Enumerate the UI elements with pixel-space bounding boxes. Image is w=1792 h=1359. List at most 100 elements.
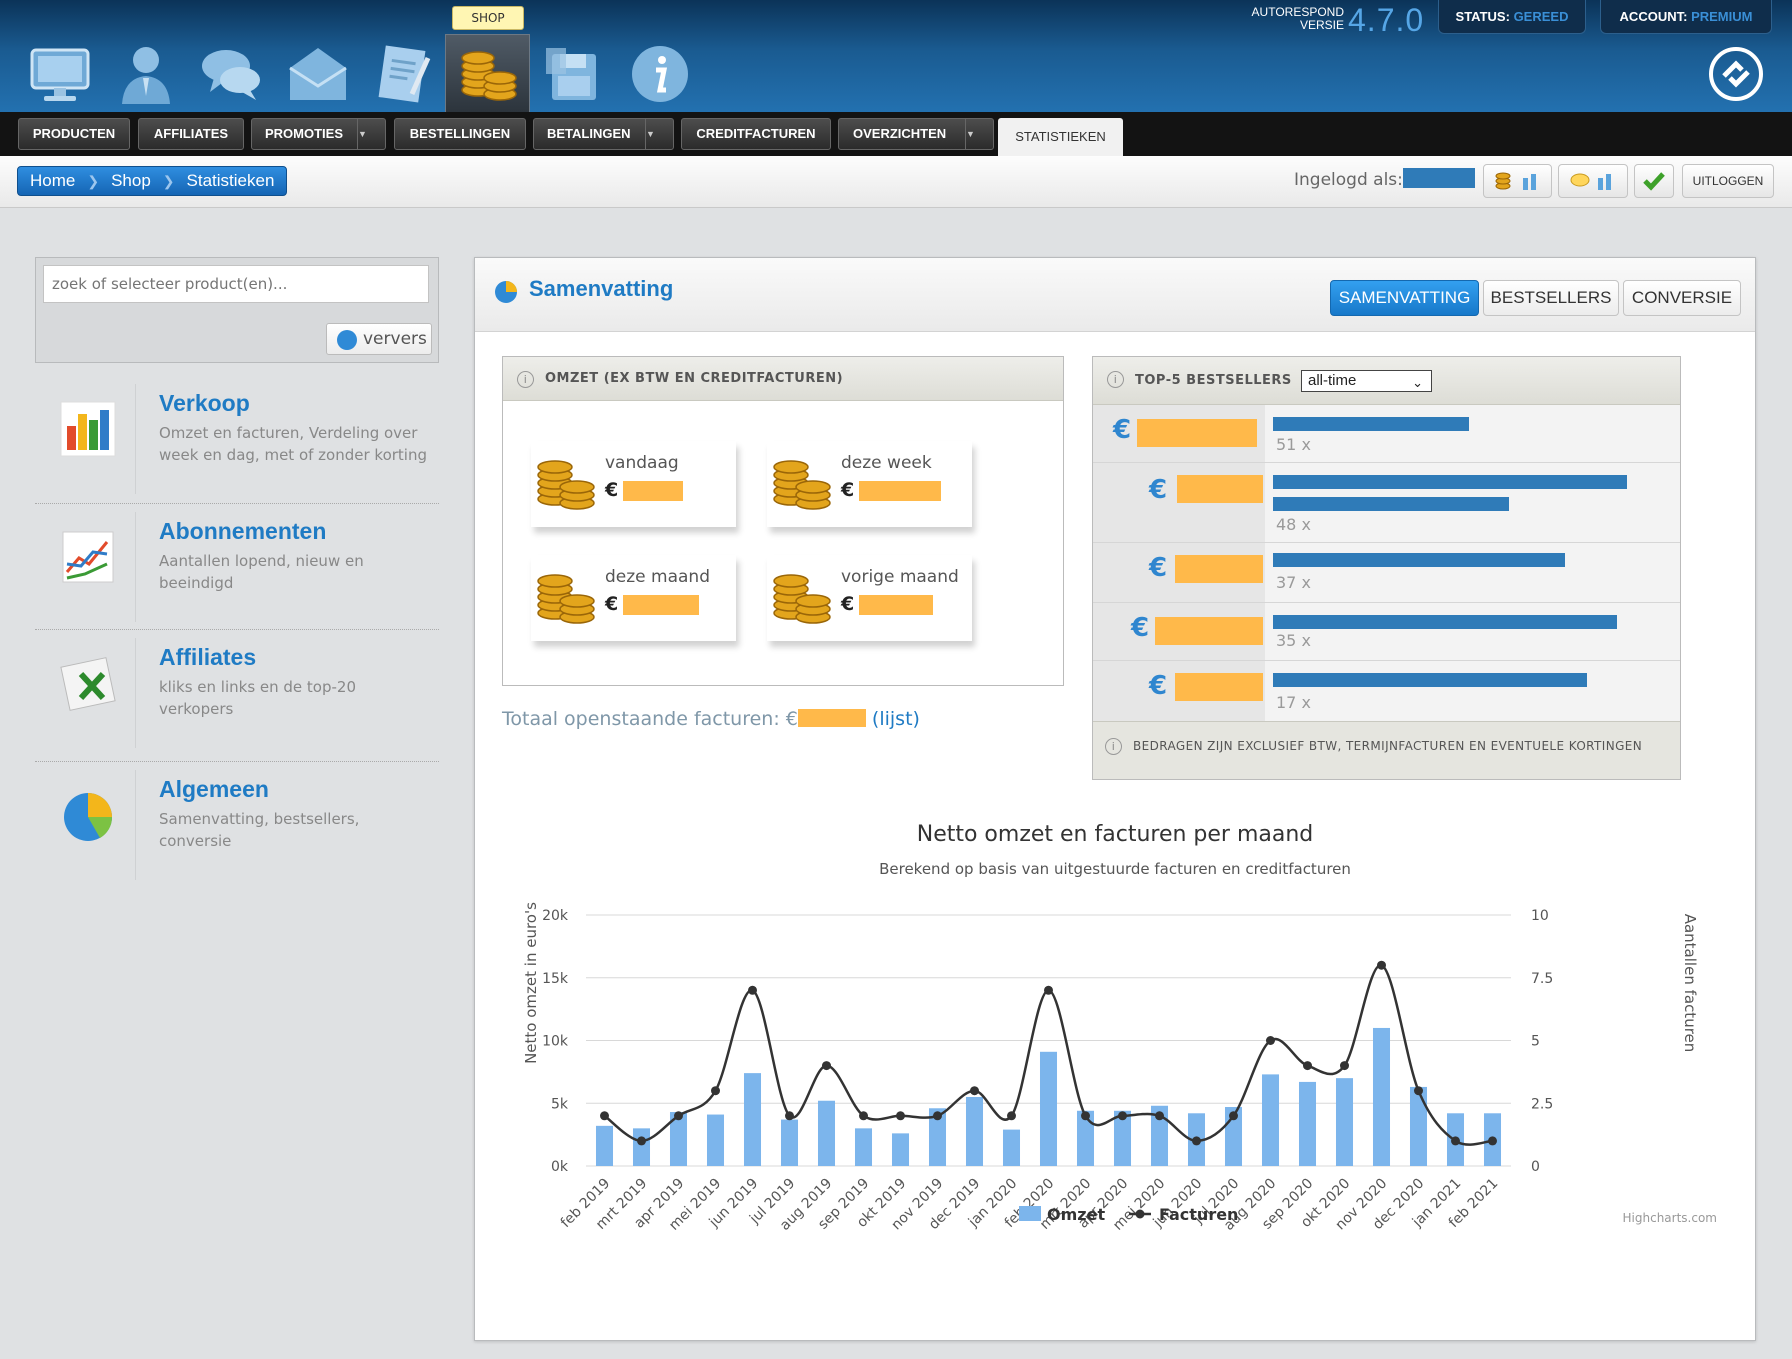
currency-symbol: € [1149,553,1168,583]
sidebar-item-title[interactable]: Algemeen [159,776,269,802]
pie-chart-icon [55,782,121,848]
product-search-panel: ververs [35,257,439,363]
menu-betalingen[interactable]: BETALINGEN ▼ [533,118,674,150]
card-label: vandaag [605,453,679,473]
omzet-bar [632,1128,651,1166]
revenue-box: i OMZET (EX BTW EN CREDITFACTUREN) vandaa… [502,356,1064,686]
document-icon[interactable] [368,38,440,110]
product-search-input[interactable] [43,265,429,303]
chat-icon[interactable] [196,38,268,110]
info-icon[interactable]: i [517,371,534,388]
omzet-bar [1335,1078,1354,1166]
facturen-point [1377,960,1386,970]
omzet-bar [1298,1081,1317,1166]
user-icon[interactable] [110,38,182,110]
check-status-button[interactable] [1634,164,1674,198]
sidebar-item-title[interactable]: Affiliates [159,644,257,670]
messages-status-button[interactable] [1558,164,1628,198]
facturen-point [1192,1136,1201,1146]
floppy-icon[interactable] [538,38,610,110]
refresh-button[interactable]: ververs [326,323,432,355]
breadcrumb-shop[interactable]: Shop [111,171,151,190]
facturen-point [1451,1136,1460,1146]
omzet-bar [780,1119,799,1166]
redacted-amount [797,709,866,727]
sidebar-item-affiliates[interactable]: Affiliates kliks en links en de top-20 v… [35,630,439,762]
facturen-point [1488,1136,1497,1146]
tab-samenvatting[interactable]: SAMENVATTING [1330,280,1479,316]
facturen-point [933,1111,942,1121]
chevron-down-icon[interactable]: ▼ [357,119,385,149]
sidebar-item-abonnementen[interactable]: Abonnementen Aantallen lopend, nieuw en … [35,504,439,630]
bestseller-row[interactable]: € 37 x [1093,543,1680,603]
logout-button[interactable]: UITLOGGEN [1682,164,1774,198]
facturen-point [637,1136,646,1146]
sidebar-item-title[interactable]: Verkoop [159,390,250,416]
menu-overzichten[interactable]: OVERZICHTEN ▼ [838,118,994,150]
sold-count: 48 x [1276,515,1311,534]
omzet-bar [706,1114,725,1166]
omzet-bar [1113,1110,1132,1166]
y2-tick-label: 10 [1531,908,1549,924]
envelope-icon[interactable] [282,38,354,110]
breadcrumb-statistieken[interactable]: Statistieken [186,171,275,190]
menu-statistieken[interactable]: STATISTIEKEN [998,118,1123,156]
chart-credits[interactable]: Highcharts.com [1623,1211,1717,1225]
sidebar-item-desc: Omzet en facturen, Verdeling over week e… [159,424,427,464]
facturen-point [1340,1061,1349,1071]
sidebar-item-algemeen[interactable]: Algemeen Samenvatting, bestsellers, conv… [35,762,439,890]
pie-chart-icon [493,278,519,304]
menu-affiliates[interactable]: AFFILIATES [138,118,244,150]
sold-count: 35 x [1276,631,1311,650]
y2-tick-label: 0 [1531,1159,1540,1175]
card-label: deze week [841,453,932,473]
tab-bestsellers[interactable]: BESTSELLERS [1483,280,1619,316]
chevron-down-icon[interactable]: ▼ [965,119,993,149]
menu-promoties[interactable]: PROMOTIES ▼ [251,118,386,150]
orders-status-button[interactable] [1483,164,1552,198]
breadcrumb-bar: Home ❯ Shop ❯ Statistieken Ingelogd als: U… [0,156,1792,208]
brand-logo-icon[interactable] [1708,46,1764,102]
info-icon: i [1105,738,1122,755]
sold-count: 17 x [1276,693,1311,712]
bestseller-row[interactable]: € 48 x [1093,463,1680,543]
currency-symbol: € [1113,415,1132,445]
bestseller-row[interactable]: € 17 x [1093,661,1680,721]
redacted-product-name [1273,417,1469,431]
legend-omzet-swatch[interactable] [1019,1206,1041,1221]
monitor-icon[interactable] [24,38,96,110]
coins-bar-icon [1495,172,1536,190]
bestseller-row[interactable]: € 51 x [1093,405,1680,463]
coins-icon [531,559,599,627]
chevron-down-icon[interactable]: ▼ [645,119,673,149]
y2-tick-label: 2.5 [1531,1096,1553,1112]
login-label: Ingelogd als: [1294,170,1403,190]
info-icon[interactable] [624,38,696,110]
breadcrumb-separator-icon: ❯ [162,172,175,189]
top5-header: i TOP-5 BESTSELLERS all-time ⌄ [1093,357,1680,405]
legend-facturen-marker[interactable] [1135,1209,1145,1219]
legend-facturen-label[interactable]: Facturen [1159,1205,1238,1224]
spreadsheet-icon [55,650,121,716]
open-invoices: Totaal openstaande facturen: € (lijst) [502,708,920,730]
bestseller-row[interactable]: € 35 x [1093,603,1680,661]
breadcrumb-home[interactable]: Home [30,171,76,190]
open-invoices-link[interactable]: (lijst) [871,708,920,730]
currency-symbol: € [1149,475,1168,505]
omzet-bar [669,1112,688,1166]
info-icon[interactable]: i [1107,371,1124,388]
facturen-point [1118,1111,1127,1121]
coins-icon[interactable] [452,38,524,110]
period-select[interactable]: all-time ⌄ [1301,370,1432,392]
redacted-product-name [1273,673,1587,687]
menu-bestellingen[interactable]: BESTELLINGEN [394,118,526,150]
y2-axis-title: Aantallen facturen [1681,914,1699,1053]
chart-subtitle: Berekend op basis van uitgestuurde factu… [879,860,1351,878]
menu-producten[interactable]: PRODUCTEN [18,118,130,150]
tab-conversie[interactable]: CONVERSIE [1623,280,1741,316]
menu-creditfacturen[interactable]: CREDITFACTUREN [681,118,831,150]
top-header: SHOP AUTORESPOND VERSIE 4.7.0 STATUS: GER… [0,0,1792,112]
sidebar-item-title[interactable]: Abonnementen [159,518,327,544]
legend-omzet-label[interactable]: Omzet [1047,1205,1105,1224]
sidebar-item-verkoop[interactable]: Verkoop Omzet en facturen, Verdeling ove… [35,376,439,504]
